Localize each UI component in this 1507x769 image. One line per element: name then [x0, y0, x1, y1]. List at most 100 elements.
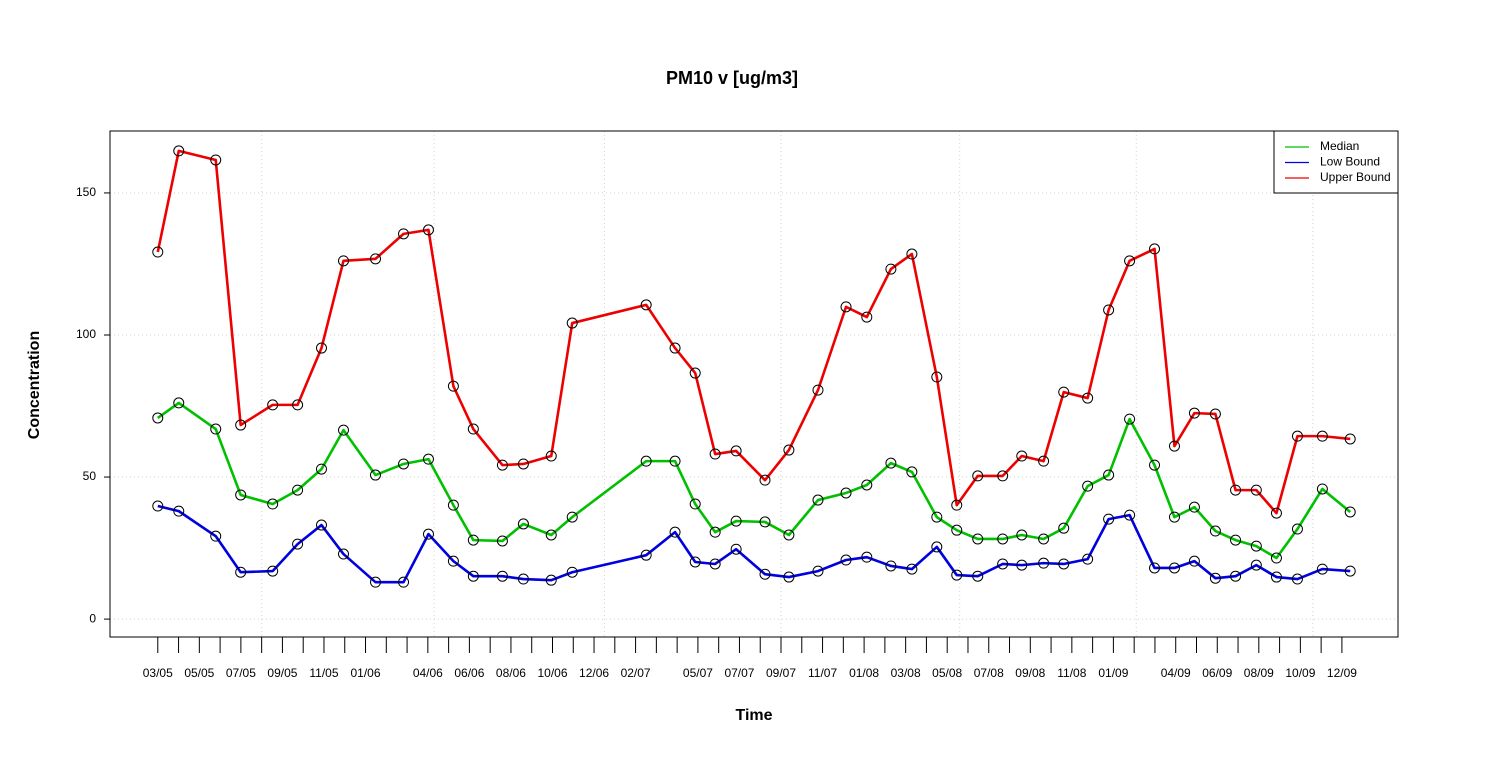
point	[1082, 480, 1094, 492]
point	[885, 457, 897, 469]
point	[1103, 513, 1115, 525]
point	[759, 568, 771, 580]
point	[1344, 565, 1356, 577]
point	[1058, 522, 1070, 534]
point	[997, 533, 1009, 545]
point	[1124, 413, 1136, 425]
point	[173, 505, 185, 517]
point	[210, 423, 222, 435]
point	[1209, 525, 1221, 537]
point	[1250, 559, 1262, 571]
point	[173, 145, 185, 157]
point	[152, 412, 164, 424]
point	[267, 498, 279, 510]
point	[840, 301, 852, 313]
x-tick-label: 07/07	[724, 666, 754, 680]
point	[1038, 557, 1050, 569]
x-tick-label: 11/05	[309, 666, 338, 680]
point	[1082, 553, 1094, 565]
point	[1168, 562, 1180, 574]
point	[267, 565, 279, 577]
point	[640, 455, 652, 467]
point	[1124, 255, 1136, 267]
point	[931, 371, 943, 383]
point	[840, 487, 852, 499]
point	[759, 516, 771, 528]
point	[1291, 523, 1303, 535]
point	[1270, 507, 1282, 519]
point	[369, 469, 381, 481]
x-tick-label: 09/05	[267, 666, 297, 680]
point	[972, 570, 984, 582]
point	[906, 248, 918, 260]
point	[152, 246, 164, 258]
point	[496, 459, 508, 471]
point	[1168, 440, 1180, 452]
point	[1188, 407, 1200, 419]
point	[447, 380, 459, 392]
x-tick-label: 04/06	[413, 666, 443, 680]
point	[467, 570, 479, 582]
x-tick-label: 12/06	[579, 666, 609, 680]
point	[517, 518, 529, 530]
point	[447, 555, 459, 567]
point	[1103, 304, 1115, 316]
point	[1209, 572, 1221, 584]
point	[267, 399, 279, 411]
point	[997, 470, 1009, 482]
x-tick-label: 10/09	[1285, 666, 1315, 680]
point	[422, 453, 434, 465]
point	[566, 317, 578, 329]
point	[398, 228, 410, 240]
point	[972, 533, 984, 545]
point	[689, 367, 701, 379]
point	[669, 455, 681, 467]
point	[951, 524, 963, 536]
point	[292, 538, 304, 550]
point	[759, 474, 771, 486]
x-tick-label: 07/08	[974, 666, 1004, 680]
point	[783, 444, 795, 456]
point	[1316, 563, 1328, 575]
point	[338, 548, 350, 560]
point	[152, 500, 164, 512]
point	[709, 448, 721, 460]
y-tick-label: 50	[83, 469, 97, 483]
point	[1149, 243, 1161, 255]
x-tick-label: 01/06	[351, 666, 381, 680]
chart-title: PM10 v [ug/m3]	[666, 68, 798, 88]
y-tick-label: 100	[76, 327, 96, 341]
point	[730, 445, 742, 457]
point	[861, 551, 873, 563]
point	[338, 424, 350, 436]
y-axis-label: Concentration	[26, 331, 43, 439]
point	[861, 479, 873, 491]
x-tick-label: 10/06	[537, 666, 567, 680]
x-tick-label: 06/06	[454, 666, 484, 680]
point	[709, 558, 721, 570]
x-tick-label: 05/05	[184, 666, 214, 680]
point	[1124, 509, 1136, 521]
plot-frame	[109, 130, 1399, 638]
point	[210, 530, 222, 542]
legend-label: Upper Bound	[1320, 170, 1391, 184]
point	[931, 511, 943, 523]
point	[1188, 555, 1200, 567]
point	[885, 263, 897, 275]
point	[1038, 455, 1050, 467]
y-tick-label: 0	[89, 611, 96, 625]
point	[730, 543, 742, 555]
x-tick-label: 01/09	[1098, 666, 1128, 680]
point	[210, 154, 222, 166]
x-tick-label: 03/05	[143, 666, 173, 680]
point	[709, 526, 721, 538]
point	[640, 549, 652, 561]
point	[1209, 408, 1221, 420]
x-tick-label: 04/09	[1161, 666, 1191, 680]
point	[1038, 533, 1050, 545]
point	[689, 556, 701, 568]
point	[1230, 534, 1242, 546]
legend-label: Median	[1320, 139, 1359, 153]
point	[1058, 558, 1070, 570]
series-line	[156, 149, 1351, 515]
